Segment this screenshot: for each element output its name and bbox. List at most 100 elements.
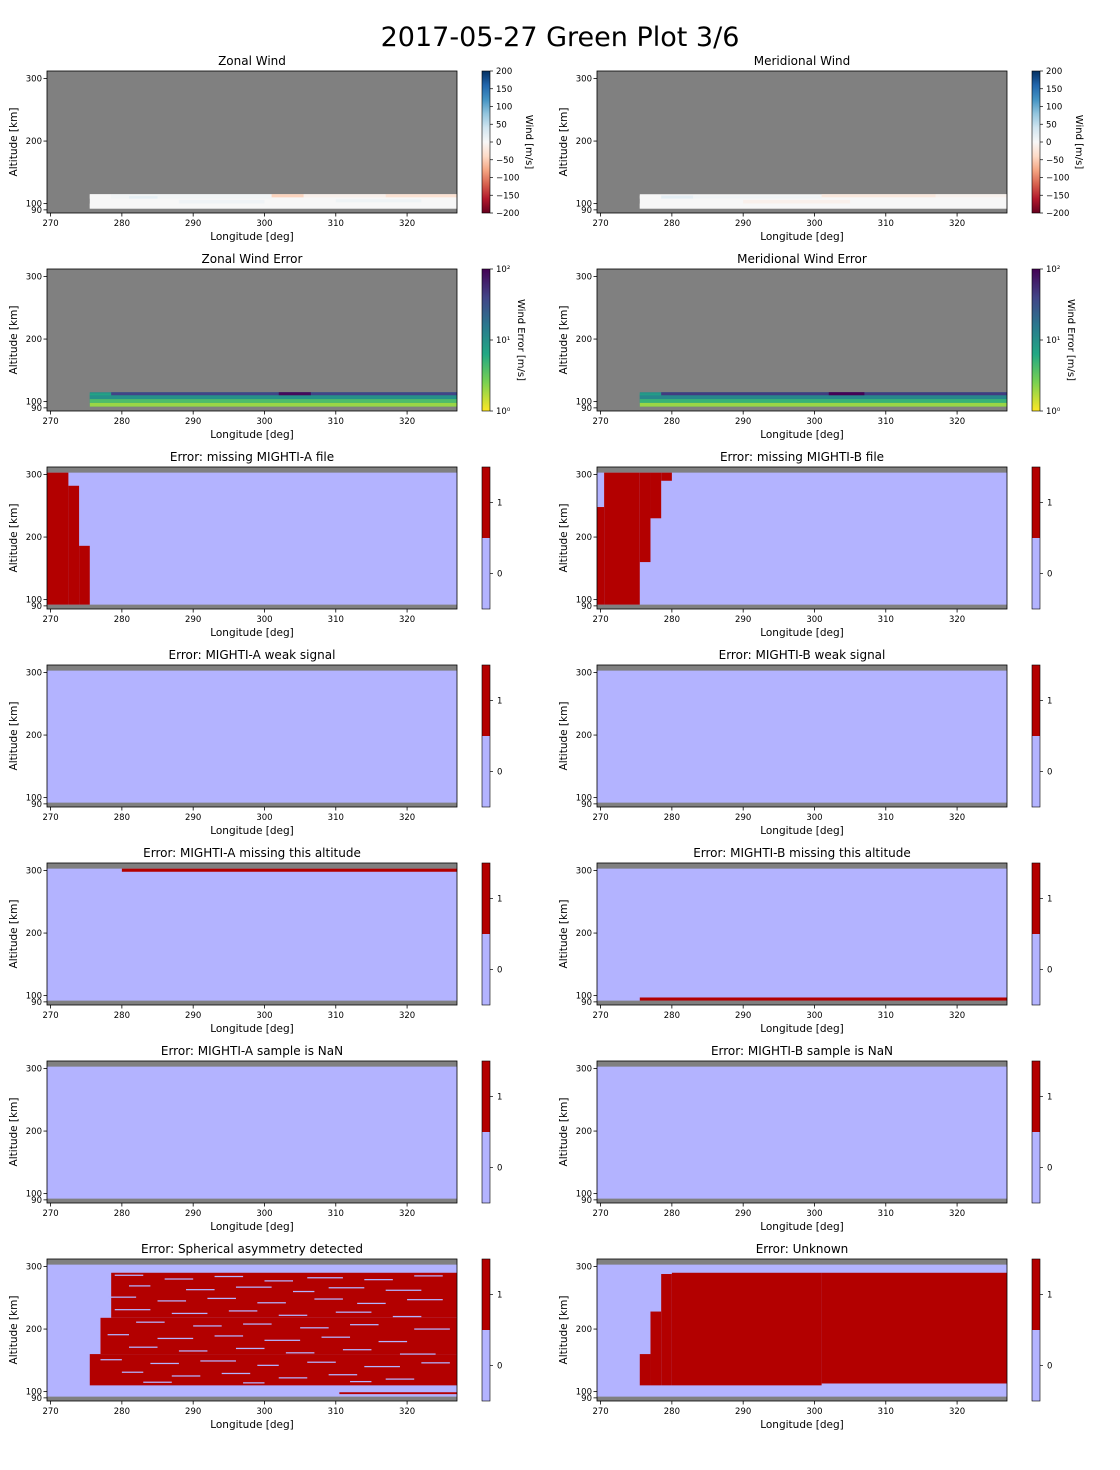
heatmap-streak	[378, 1340, 408, 1343]
heatmap-streak	[385, 1378, 415, 1380]
heatmap-cell	[743, 199, 851, 204]
y-tick-label: 200	[26, 1127, 42, 1137]
heatmap-cell	[639, 195, 662, 199]
heatmap-streak	[257, 1302, 286, 1304]
colorbar-tick-label: 0	[497, 1362, 502, 1372]
x-tick-label: 280	[114, 813, 130, 823]
colorbar-segment-1	[1032, 863, 1040, 934]
plot-area	[597, 1259, 1007, 1401]
y-tick-label: 200	[576, 731, 592, 741]
colorbar-tick-label: 0	[1047, 1362, 1052, 1372]
heatmap-cell	[89, 1354, 457, 1386]
y-tick-label: 300	[26, 471, 42, 481]
heatmap-cell	[89, 194, 112, 199]
x-tick-label: 300	[256, 417, 272, 427]
heatmap-streak	[143, 1381, 172, 1383]
heatmap-cell	[100, 1317, 457, 1355]
x-tick-label: 270	[42, 1011, 58, 1021]
heatmap-streak	[107, 1334, 129, 1336]
data-region	[597, 1066, 1007, 1199]
subplot-b-sample-nan: Error: MIGHTI-B sample is NaN 270 280 290 30…	[558, 1044, 1052, 1233]
colorbar-gradient	[1031, 70, 1041, 214]
heatmap-cell	[278, 392, 311, 396]
heatmap-streak	[321, 1336, 351, 1338]
heatmap-streak	[171, 1312, 208, 1315]
data-region	[47, 670, 457, 803]
heatmap-streak	[157, 1300, 187, 1302]
colorbar-segment-0	[1032, 1132, 1040, 1203]
colorbar-tick-label: 10⁰	[496, 407, 511, 417]
x-tick-label: 270	[592, 615, 608, 625]
x-axis-label: Longitude [deg]	[760, 825, 844, 837]
y-axis-label: Altitude [km]	[8, 1098, 20, 1167]
colorbar-segment-0	[482, 934, 490, 1005]
colorbar: 10	[1031, 862, 1052, 1006]
heatmap-cell	[935, 194, 1007, 198]
colorbar-segment-0	[1032, 934, 1040, 1005]
heatmap-cell	[639, 402, 1007, 407]
heatmap-streak	[186, 1289, 215, 1291]
plot-frame	[596, 1060, 1008, 1204]
y-tick-label: 200	[576, 1325, 592, 1335]
x-tick-label: 290	[185, 1011, 201, 1021]
x-tick-label: 320	[399, 813, 415, 823]
heatmap-cell	[129, 196, 158, 199]
plot-area	[47, 665, 457, 807]
nan-background	[597, 269, 1007, 411]
colorbar-segment-0	[1032, 538, 1040, 609]
heatmap-streak	[157, 1337, 194, 1340]
colorbar-frame	[1031, 862, 1041, 1006]
y-tick-label: 100	[26, 992, 42, 1002]
heatmap-cell	[693, 195, 822, 199]
subplot-title: Error: MIGHTI-B sample is NaN	[711, 1044, 893, 1058]
colorbar-tick-label: 0	[497, 570, 502, 580]
subplot-title: Meridional Wind	[754, 54, 851, 68]
y-axis-label: Altitude [km]	[558, 504, 570, 573]
y-tick-label: 300	[26, 1065, 42, 1075]
heatmap-cell	[650, 472, 662, 519]
x-tick-label: 320	[399, 615, 415, 625]
colorbar-frame	[1031, 1258, 1041, 1402]
heatmap-streak	[278, 1314, 308, 1316]
y-tick-label: 100	[576, 1190, 592, 1200]
x-tick-label: 320	[949, 1209, 965, 1219]
y-axis-label: Altitude [km]	[558, 900, 570, 969]
x-axis-label: Longitude [deg]	[210, 429, 294, 441]
nan-background	[597, 71, 1007, 213]
x-tick-label: 320	[399, 219, 415, 229]
x-tick-label: 280	[114, 417, 130, 427]
heatmap-cell	[639, 997, 1007, 1001]
x-tick-label: 300	[256, 813, 272, 823]
y-tick-label: 200	[576, 533, 592, 543]
y-tick-label: 100	[26, 200, 42, 210]
y-tick-label: 200	[576, 335, 592, 345]
heatmap-cell	[821, 1272, 1007, 1384]
x-tick-label: 270	[42, 1407, 58, 1417]
plot-area	[47, 1259, 457, 1401]
x-tick-label: 310	[878, 615, 894, 625]
heatmap-streak	[350, 1324, 379, 1326]
data-region	[47, 472, 457, 605]
heatmap-streak	[164, 1278, 194, 1280]
x-tick-label: 270	[42, 417, 58, 427]
heatmap-cell	[604, 472, 640, 605]
plot-frame	[46, 862, 458, 1006]
x-tick-label: 290	[185, 1407, 201, 1417]
x-tick-label: 310	[878, 1407, 894, 1417]
y-axis-label: Altitude [km]	[8, 504, 20, 573]
colorbar-tick-label: 1	[497, 1093, 502, 1103]
heatmap-streak	[357, 1302, 386, 1305]
x-tick-label: 310	[328, 417, 344, 427]
heatmap-cell	[661, 195, 694, 199]
heatmap-streak	[228, 1310, 258, 1312]
colorbar-tick-label: 50	[1046, 120, 1057, 130]
colorbar-tick-label: 10¹	[496, 336, 510, 346]
y-tick-label: 300	[576, 273, 592, 283]
colorbar-frame	[481, 466, 491, 610]
subplot-meridional-wind-error: Meridional Wind Error 270 280 290 300 310 320 L…	[558, 252, 1076, 441]
x-axis-label: Longitude [deg]	[210, 825, 294, 837]
heatmap-streak	[328, 1374, 358, 1376]
subplot-title: Error: MIGHTI-B weak signal	[719, 648, 886, 662]
y-tick-label: 90	[31, 1394, 42, 1404]
subplot-title: Error: missing MIGHTI-A file	[170, 450, 334, 464]
